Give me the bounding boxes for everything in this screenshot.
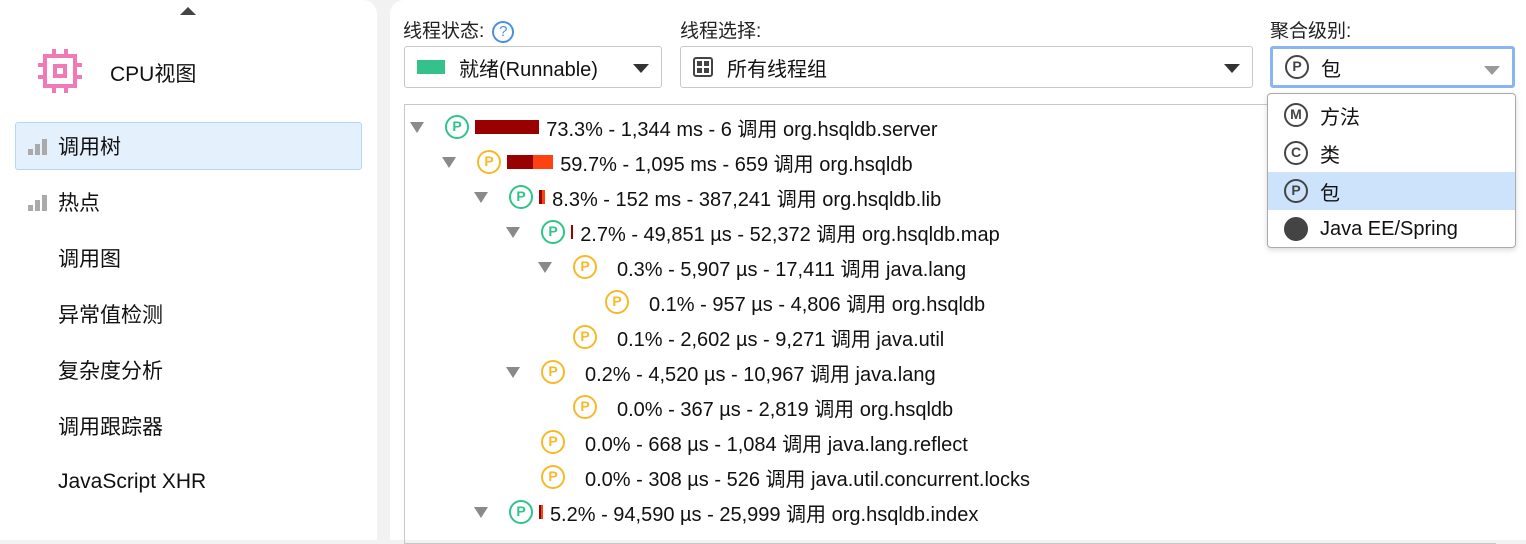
option-label: 方法	[1320, 106, 1360, 129]
tree-row-text: 0.0% - 308 µs - 526 调用 java.util.concurr…	[585, 468, 1031, 491]
package-icon: P	[477, 150, 501, 174]
tree-row-text: 0.1% - 957 µs - 4,806 调用 org.hsqldb	[649, 293, 986, 316]
tree-row-text: 8.3% - 152 ms - 387,241 调用 org.hsqldb.li…	[552, 188, 942, 211]
cpu-icon	[38, 49, 82, 93]
aggregation-option[interactable]: M 方法	[1268, 96, 1515, 134]
bar-chart-icon	[28, 195, 47, 211]
method-icon: M	[1284, 103, 1308, 127]
tree-row-text: 2.7% - 49,851 µs - 52,372 调用 org.hsqldb.…	[580, 223, 1000, 246]
tree-row[interactable]: P 0.0% - 308 µs - 526 调用 java.util.concur…	[541, 460, 1030, 494]
package-icon: P	[1284, 179, 1308, 203]
expand-toggle-icon[interactable]	[506, 366, 520, 378]
java-ee-spring-icon	[1284, 217, 1308, 241]
expand-toggle-icon[interactable]	[474, 506, 488, 518]
package-icon: P	[509, 500, 533, 524]
package-icon: P	[573, 395, 597, 419]
time-bar	[539, 190, 546, 204]
tree-row-text: 0.0% - 668 µs - 1,084 调用 java.lang.refle…	[585, 433, 968, 456]
sidebar-item-label: 调用跟踪器	[58, 416, 163, 439]
expand-toggle-icon[interactable]	[474, 191, 488, 203]
tree-row[interactable]: P 59.7% - 1,095 ms - 659 调用 org.hsqldb	[442, 145, 913, 179]
time-bar	[539, 505, 543, 519]
aggregation-select[interactable]: P 包	[1270, 46, 1515, 88]
sidebar: CPU视图 调用树热点调用图异常值检测复杂度分析调用跟踪器 JavaScript …	[0, 0, 377, 540]
view-title: CPU视图	[110, 63, 197, 86]
chevron-down-icon	[633, 64, 649, 73]
package-icon: P	[1285, 55, 1309, 79]
package-icon: P	[573, 255, 597, 279]
package-icon: P	[541, 220, 565, 244]
tree-row[interactable]: P 8.3% - 152 ms - 387,241 调用 org.hsqldb.l…	[474, 180, 942, 214]
package-icon: P	[541, 430, 565, 454]
tree-row-text: 59.7% - 1,095 ms - 659 调用 org.hsqldb	[560, 153, 913, 176]
tree-row-text: 0.1% - 2,602 µs - 9,271 调用 java.util	[617, 328, 945, 351]
sidebar-item[interactable]: 复杂度分析	[15, 346, 362, 394]
tree-row-text: 0.2% - 4,520 µs - 10,967 调用 java.lang	[585, 363, 936, 386]
tree-row[interactable]: P 73.3% - 1,344 ms - 6 调用 org.hsqldb.serv…	[410, 110, 938, 144]
expand-toggle-icon[interactable]	[538, 261, 552, 273]
main-panel: 线程状态:? 就绪(Runnable) 线程选择: 所有线程组 聚合级别: P …	[390, 0, 1526, 544]
sidebar-item-label: 异常值检测	[58, 304, 163, 327]
sidebar-item-label: JavaScript XHR	[58, 470, 207, 493]
tree-row-text: 5.2% - 94,590 µs - 25,999 调用 org.hsqldb.…	[549, 503, 979, 526]
expand-toggle-icon[interactable]	[506, 226, 520, 238]
help-icon[interactable]: ?	[492, 20, 515, 43]
package-icon: P	[541, 360, 565, 384]
thread-group-icon	[693, 57, 713, 77]
sidebar-item-label: 热点	[58, 192, 100, 215]
aggregation-label: 聚合级别:	[1270, 21, 1352, 42]
package-icon: P	[445, 115, 469, 139]
package-icon: P	[509, 185, 533, 209]
tree-row[interactable]: P 0.1% - 2,602 µs - 9,271 调用 java.util	[573, 320, 944, 354]
aggregation-value: 包	[1321, 58, 1341, 81]
sidebar-item[interactable]: 调用图	[15, 234, 362, 282]
class-icon: C	[1284, 141, 1308, 165]
tree-row[interactable]: P 0.3% - 5,907 µs - 17,411 调用 java.lang	[538, 250, 967, 284]
bar-chart-icon	[28, 139, 47, 155]
tree-row[interactable]: P 0.1% - 957 µs - 4,806 调用 org.hsqldb	[605, 285, 985, 319]
sidebar-item-label: 调用树	[58, 136, 121, 159]
time-bar	[507, 155, 554, 169]
package-icon: P	[605, 290, 629, 314]
thread-state-select[interactable]: 就绪(Runnable)	[404, 46, 662, 88]
expand-toggle-icon[interactable]	[442, 156, 456, 168]
thread-select-value: 所有线程组	[727, 58, 827, 81]
sidebar-item[interactable]: 调用跟踪器	[15, 402, 362, 450]
tree-row[interactable]: P 0.0% - 367 µs - 2,819 调用 org.hsqldb	[573, 390, 953, 424]
sidebar-item[interactable]: 调用树	[15, 122, 362, 170]
call-tree[interactable]: P 73.3% - 1,344 ms - 6 调用 org.hsqldb.serv…	[404, 104, 1496, 544]
expand-toggle-icon[interactable]	[410, 121, 424, 133]
package-icon: P	[573, 325, 597, 349]
sidebar-item[interactable]: JavaScript XHR	[15, 458, 362, 506]
option-label: Java EE/Spring	[1320, 217, 1458, 240]
thread-select[interactable]: 所有线程组	[680, 46, 1253, 88]
chevron-down-icon	[1224, 64, 1240, 73]
tree-row[interactable]: P 2.7% - 49,851 µs - 52,372 调用 org.hsqldb…	[506, 215, 1000, 249]
aggregation-option[interactable]: Java EE/Spring	[1268, 210, 1515, 248]
tree-row[interactable]: P 0.2% - 4,520 µs - 10,967 调用 java.lang	[506, 355, 936, 389]
time-bar	[475, 120, 540, 134]
thread-state-label: 线程状态:?	[403, 16, 515, 43]
time-bar	[571, 225, 574, 239]
sidebar-item[interactable]: 热点	[15, 178, 362, 226]
thread-state-value: 就绪(Runnable)	[459, 58, 598, 81]
option-label: 类	[1320, 144, 1340, 167]
thread-select-label: 线程选择:	[680, 21, 762, 42]
package-icon: P	[541, 465, 565, 489]
sidebar-item[interactable]: 异常值检测	[15, 290, 362, 338]
sidebar-item-label: 调用图	[58, 248, 121, 271]
tree-row-text: 73.3% - 1,344 ms - 6 调用 org.hsqldb.serve…	[546, 118, 938, 141]
scroll-up-arrow-icon[interactable]	[180, 7, 196, 15]
aggregation-dropdown: M 方法 C 类 P 包 Java EE/Spring	[1267, 93, 1516, 248]
runnable-color-swatch	[417, 60, 445, 74]
tree-row-text: 0.3% - 5,907 µs - 17,411 调用 java.lang	[617, 258, 967, 281]
tree-row[interactable]: P 0.0% - 668 µs - 1,084 调用 java.lang.refl…	[541, 425, 968, 459]
sidebar-item-label: 复杂度分析	[58, 360, 163, 383]
tree-row-text: 0.0% - 367 µs - 2,819 调用 org.hsqldb	[617, 398, 954, 421]
option-label: 包	[1320, 182, 1340, 205]
chevron-down-icon	[1484, 66, 1500, 75]
tree-row[interactable]: P 5.2% - 94,590 µs - 25,999 调用 org.hsqldb…	[474, 495, 979, 529]
